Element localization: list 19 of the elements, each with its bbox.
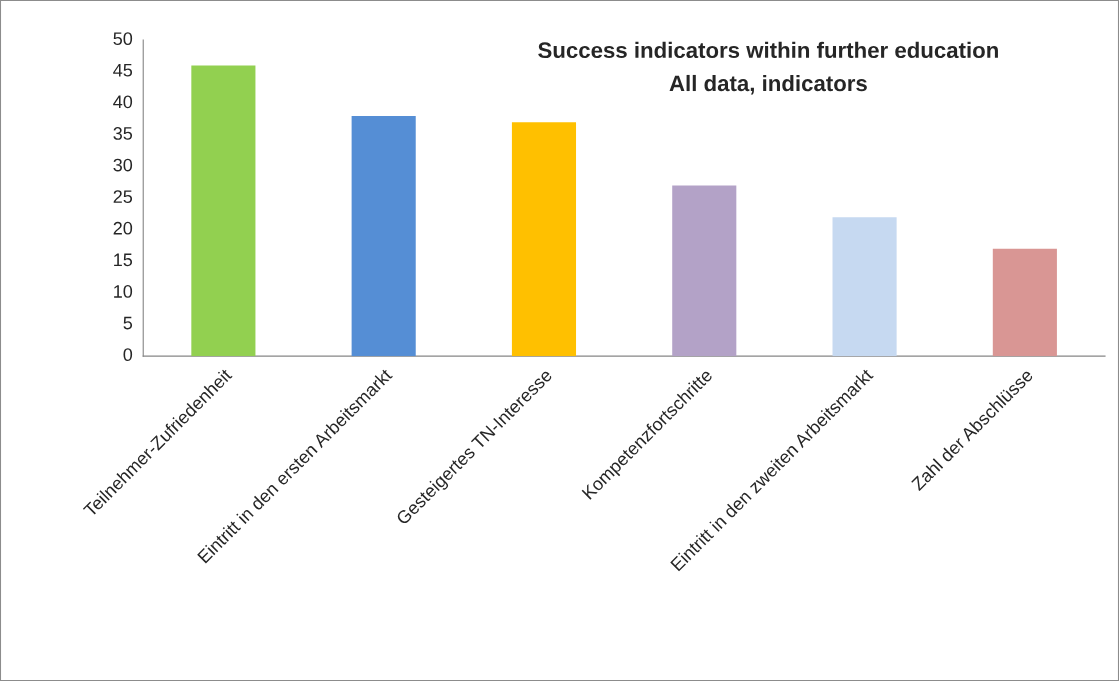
y-tick-label: 15 [114, 253, 133, 267]
bar [351, 116, 416, 357]
bar [672, 185, 737, 357]
y-tick-label: 45 [113, 64, 133, 77]
bar [832, 217, 897, 357]
chart-title: Success indicators within further education [538, 41, 998, 59]
y-tick-label: 40 [113, 95, 133, 109]
y-tick-label: 25 [113, 190, 133, 204]
text: All data, indicators [669, 74, 867, 95]
y-tick-label: 5 [123, 316, 133, 330]
y-tick-label: 30 [113, 158, 133, 172]
bar [511, 122, 577, 357]
bar [992, 248, 1057, 357]
y-tick-label: 0 [123, 348, 133, 362]
y-tick-label: 35 [113, 127, 133, 140]
y-tick-label: 10 [114, 285, 133, 298]
y-tick-label: 50 [113, 32, 133, 46]
y-tick-label: 20 [113, 221, 133, 235]
bar [191, 65, 256, 357]
